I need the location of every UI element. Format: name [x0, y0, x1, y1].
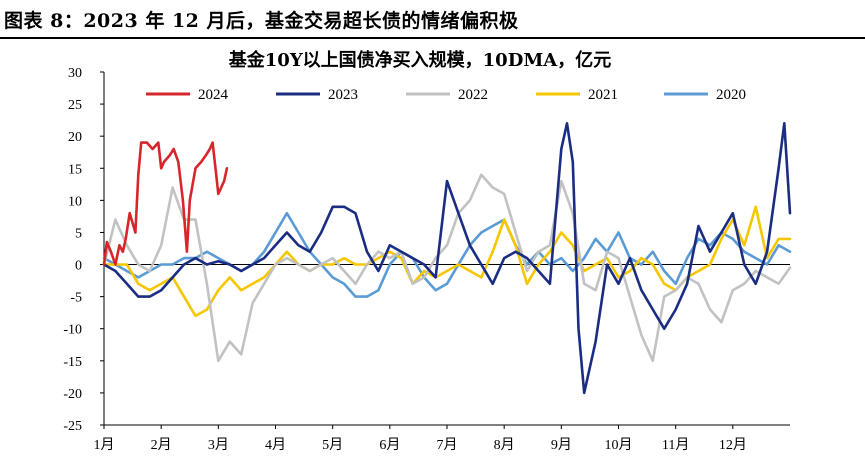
line-chart: 基金10Y以上国债净买入规模，10DMA，亿元 -25 -20 -15 -10 -5 0 5… — [63, 49, 792, 453]
figure-header: 图表 8：2023 年 12 月后，基金交易超长债的情绪偏积极 — [0, 0, 865, 40]
x-tick-label: 6月 — [379, 437, 400, 453]
y-tick-label: 10 — [68, 194, 82, 209]
x-tick-label: 1月 — [94, 437, 115, 453]
series-line-2023 — [102, 122, 792, 395]
x-tick-label: 3月 — [208, 437, 229, 453]
y-tick-label: -10 — [63, 323, 82, 338]
axes: -25 -20 -15 -10 -5 0 5 10 15 20 25 30 1月 2月 3月 4月 5月 6月 7月… — [63, 66, 790, 453]
x-tick-label: 2月 — [151, 437, 172, 453]
y-tick-label: -15 — [63, 355, 82, 370]
series-line-2020 — [102, 211, 792, 298]
series-layer — [102, 122, 792, 395]
x-tick-label: 8月 — [494, 437, 515, 453]
series-line-2024 — [102, 141, 229, 266]
y-tick-label: 30 — [68, 66, 82, 81]
x-tick-label: 11月 — [662, 437, 689, 453]
figure-title: 图表 8：2023 年 12 月后，基金交易超长债的情绪偏积极 — [4, 10, 519, 32]
legend-label-2021: 2021 — [588, 87, 618, 103]
x-tick-label: 7月 — [437, 437, 458, 453]
legend: 2024 2023 2022 2021 2020 — [146, 87, 746, 103]
x-tick-label: 10月 — [605, 437, 633, 453]
x-tick-label: 12月 — [719, 437, 747, 453]
y-tick-label: 20 — [68, 130, 82, 145]
series-line-2022 — [102, 173, 792, 363]
series-line-2021 — [102, 205, 792, 318]
legend-label-2023: 2023 — [328, 87, 358, 103]
legend-label-2024: 2024 — [198, 87, 229, 103]
chart-title: 基金10Y以上国债净买入规模，10DMA，亿元 — [228, 49, 611, 71]
y-tick-label: 0 — [75, 259, 82, 274]
y-tick-label: 5 — [75, 226, 82, 241]
y-tick-label: 25 — [68, 98, 82, 113]
y-tick-label: -5 — [70, 291, 82, 306]
legend-label-2022: 2022 — [458, 87, 488, 103]
legend-label-2020: 2020 — [716, 87, 746, 103]
x-tick-label: 4月 — [265, 437, 286, 453]
y-tick-label: -20 — [63, 387, 82, 402]
y-tick-label: 15 — [68, 162, 82, 177]
x-tick-label: 5月 — [322, 437, 343, 453]
header-rule — [0, 37, 865, 39]
y-tick-label: -25 — [63, 419, 82, 434]
x-tick-label: 9月 — [551, 437, 572, 453]
